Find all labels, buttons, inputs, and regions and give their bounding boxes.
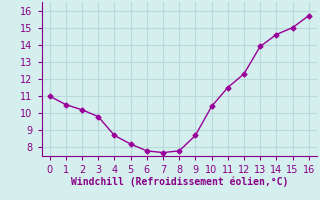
X-axis label: Windchill (Refroidissement éolien,°C): Windchill (Refroidissement éolien,°C): [70, 176, 288, 187]
